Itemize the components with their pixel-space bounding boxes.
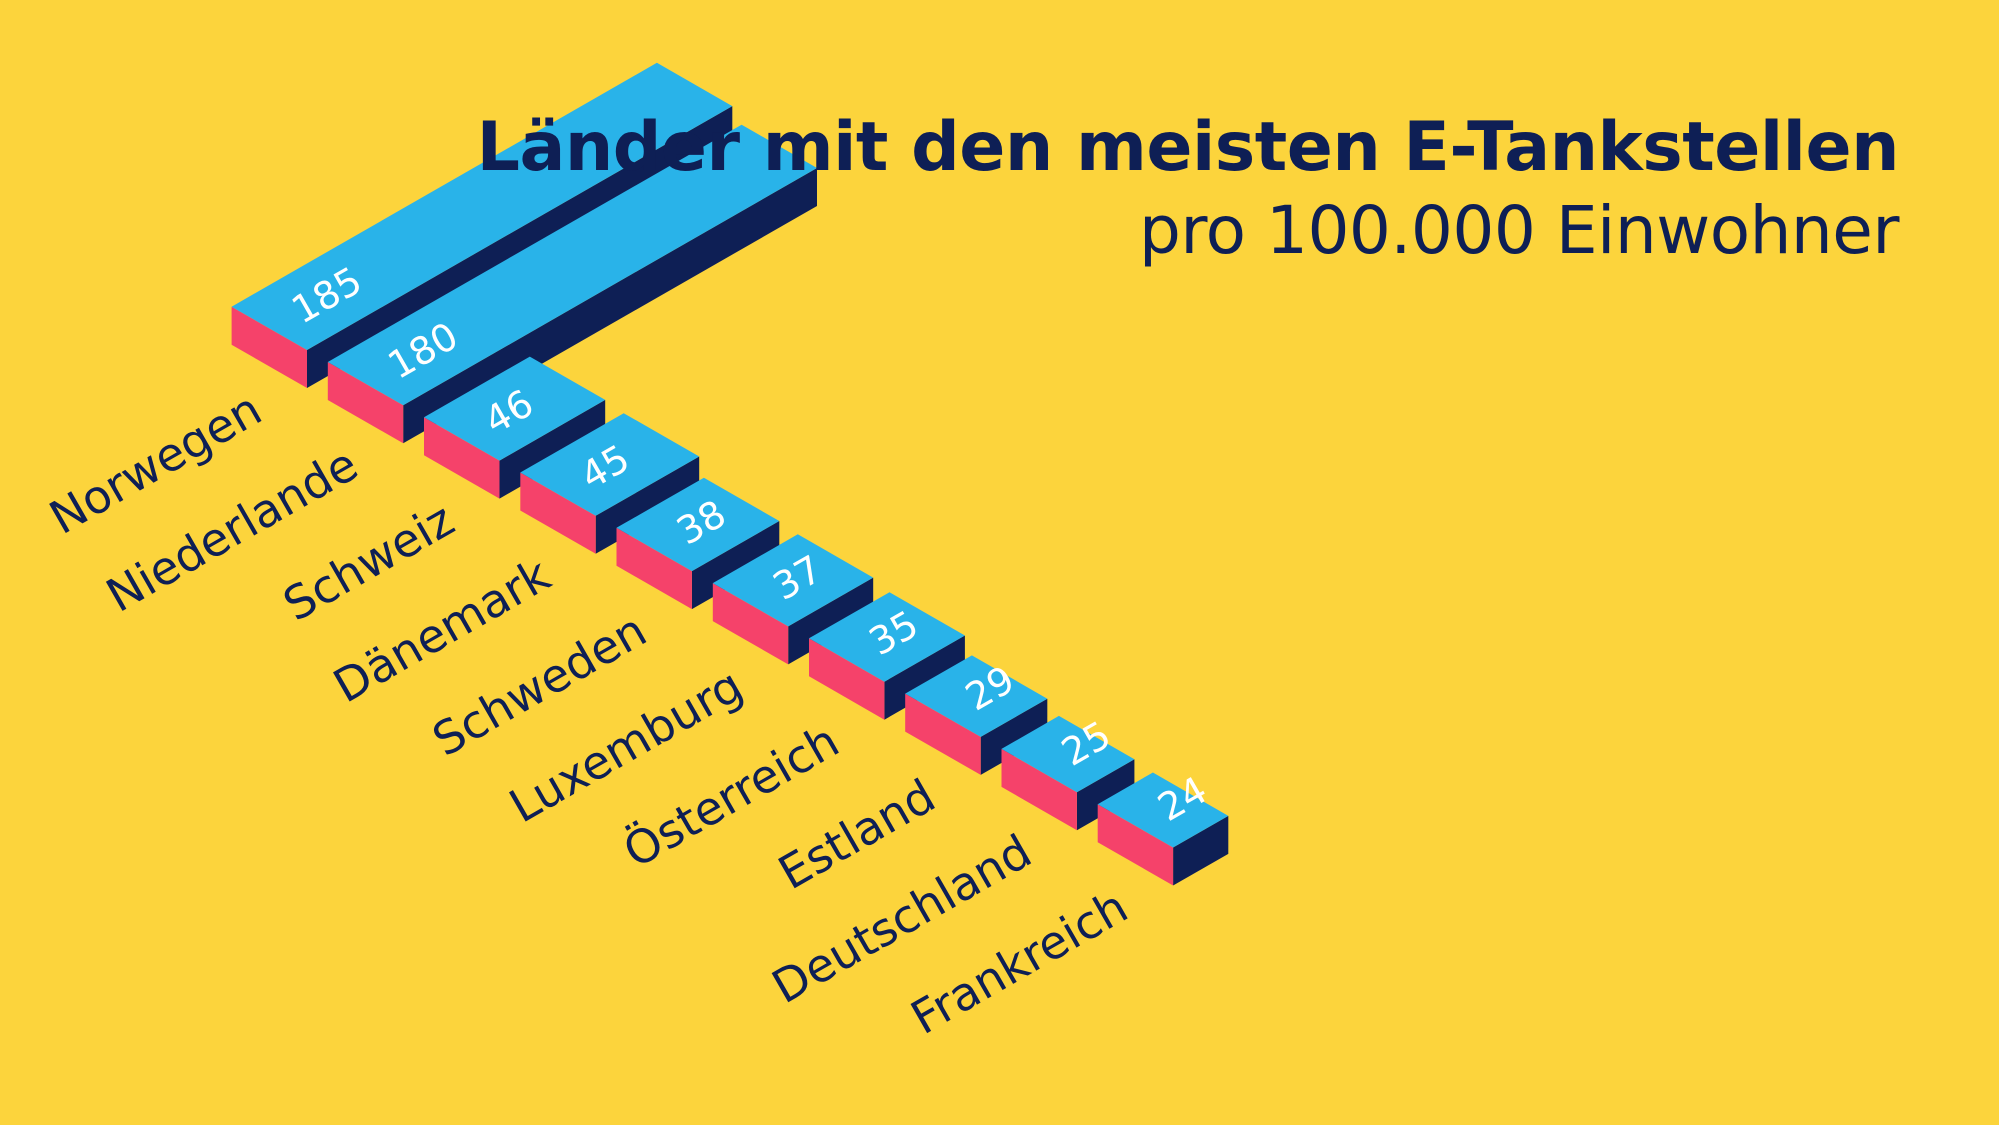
bar-8 bbox=[905, 655, 1048, 775]
bar-top-face bbox=[327, 124, 817, 406]
bar-9 bbox=[1001, 715, 1135, 831]
bar-end-face bbox=[712, 583, 789, 665]
bar-top-face bbox=[1001, 715, 1135, 793]
bar-top-face bbox=[905, 655, 1048, 737]
bar-end-face bbox=[616, 527, 692, 610]
bar-7 bbox=[809, 592, 965, 720]
bar-side-face bbox=[1173, 815, 1229, 886]
bar-end-face bbox=[520, 472, 596, 554]
bar-top-face bbox=[231, 62, 733, 351]
bar-end-face bbox=[1001, 748, 1077, 831]
bar-end-face bbox=[809, 638, 885, 720]
title-block: Länder mit den meisten E-Tankstellen pro… bbox=[476, 108, 1900, 274]
bar-10 bbox=[1097, 772, 1229, 886]
bar-end-face bbox=[231, 306, 307, 388]
bar-top-face bbox=[520, 413, 700, 516]
chart-title: Länder mit den meisten E-Tankstellen bbox=[476, 108, 1900, 187]
bar-top-face bbox=[1097, 772, 1229, 848]
bar-end-face bbox=[424, 417, 500, 499]
chart-subtitle: pro 100.000 Einwohner bbox=[1139, 192, 1899, 269]
bar-end-face bbox=[1097, 804, 1174, 886]
bar-end-face bbox=[905, 693, 981, 775]
bar-side-face bbox=[884, 635, 965, 720]
bar-top-face bbox=[424, 356, 606, 461]
bar-top-face bbox=[809, 592, 965, 682]
bar-top-face bbox=[712, 534, 874, 627]
bar-side-face bbox=[980, 698, 1048, 775]
bar-top-face bbox=[616, 477, 780, 572]
bar-end-face bbox=[327, 362, 404, 444]
bar-side-face bbox=[1076, 759, 1135, 831]
